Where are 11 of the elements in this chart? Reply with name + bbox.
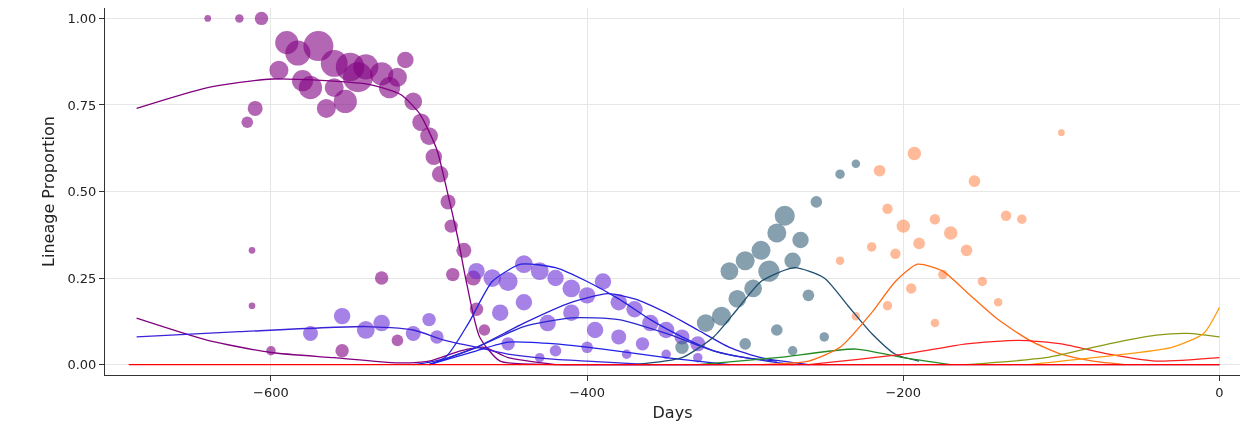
- y-tick-label: 0.00: [67, 357, 97, 373]
- y-tick-label: 0.75: [67, 97, 97, 113]
- x-tick-label: −600: [253, 384, 289, 400]
- x-axis-title: Days: [652, 403, 693, 423]
- y-axis-title: Lineage Proportion: [39, 116, 59, 267]
- y-tick-label: 0.50: [67, 184, 97, 200]
- x-tick-label: −400: [569, 384, 605, 400]
- y-tick-label: 0.25: [67, 270, 97, 286]
- y-tick-label: 1.00: [67, 10, 97, 26]
- x-tick-label: −200: [885, 384, 922, 400]
- x-tick-label: 0: [1215, 384, 1224, 400]
